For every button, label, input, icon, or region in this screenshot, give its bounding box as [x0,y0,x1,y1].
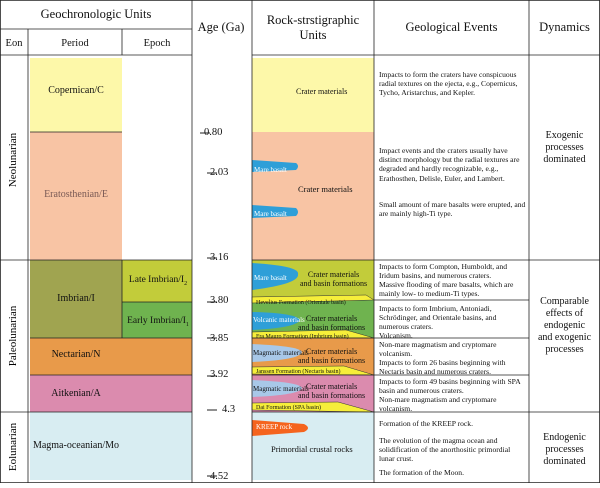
rock-copernican-fill [252,58,374,132]
rock-kreep: KREEP rock [256,423,293,431]
rock-eratosthenian-fill [252,132,374,260]
event-nectarian-magmatism: Non-mare magmatism and cryptomare volcan… [379,340,497,359]
rock-mare-basalt-1: Mare basalt [254,166,287,174]
rock-dai-formation: Dai Formation (SPA basin) [256,405,321,411]
magma-oceanian-fill [30,412,192,480]
event-nectarian-impacts: Impacts to form 26 basins beginning with… [379,358,506,377]
event-early-imbrian-volcanism: Volcanism. [379,331,413,340]
period-copernican: Copernican/C [48,85,104,96]
age-label-3.85: 3.85 [210,333,229,344]
event-moon-formation: The formation of the Moon. [379,468,464,477]
epoch-late-imbrian-subscript: 2 [184,280,188,287]
event-late-imbrian-flooding: Massive flooding of mare basalts, which … [379,280,514,299]
epoch-early-imbrian-subscript: 1 [185,321,189,328]
event-aitkenian-impacts: Impacts to form 49 basins beginning with… [379,377,521,396]
late-imbrian-fill [122,260,192,302]
kreep-lens [252,420,308,436]
magmatic-lens-2 [252,380,302,397]
age-label-3.16: 3.16 [210,252,229,263]
header-epoch: Epoch [143,38,171,49]
epoch-early-imbrian-label: Early Imbrian/I [127,316,186,326]
event-magma-ocean: The evolution of the magma ocean and sol… [379,436,511,464]
eon-label-eolunarian: Eolunarian [7,422,19,471]
rock-magmatic-materials-1: Magmatic materials [253,349,309,357]
rock-magmatic-materials-2: Magmatic materials [253,385,309,393]
imbrian-fill [30,260,122,338]
age-label-4.52: 4.52 [210,471,229,482]
event-aitkenian-magmatism: Non-mare magmatism and cryptomare volcan… [379,395,497,414]
age-label-3.80: 3.80 [210,295,229,306]
age-label-2.03: 2.03 [210,167,229,178]
dynamics-endogenic: Endogenic processes dominated [543,432,586,467]
age-label-4.3: 4.3 [222,404,236,415]
rock-mare-basalt-3: Mare basalt [254,274,287,282]
rock-crater-materials-copernican: Crater materials [296,87,348,96]
header-period: Period [61,38,89,49]
event-eratosthenian-impacts: Impact events and the craters usually ha… [379,146,520,183]
age-label-0.80: 0.80 [204,127,223,138]
header-eon: Eon [5,38,23,49]
period-eratosthenian: Eratosthenian/E [44,189,108,200]
dynamics-comparable: Comparable effects of endogenic and exog… [537,296,592,355]
aitkenian-fill [30,375,192,412]
rock-crater-basin-early-imbrian: Crater materials and basin formations [298,314,366,332]
rock-hevelius-formation: Hevelius Formation (Orientale basin) [256,300,346,306]
event-eratosthenian-mare: Small amount of mare basalts were erupte… [379,200,526,219]
epoch-early-imbrian: Early Imbrian/I1 [124,316,192,330]
dynamics-exogenic: Exogenic processes dominated [543,130,586,165]
event-early-imbrian-impacts: Impacts to form Imbrium, Antoniadi, Schr… [379,304,497,332]
rock-volcanic-materials: Volcanic materials [253,316,305,324]
early-imbrian-fill [122,302,192,338]
age-label-3.92: 3.92 [210,369,229,380]
mare-basalt-lens-2 [252,205,298,218]
eratosthenian-fill [30,132,122,260]
event-kreep-formation: Formation of the KREEP rock. [379,419,473,428]
header-geological-events: Geological Events [405,20,498,34]
period-aitkenian: Aitkenian/A [51,388,101,399]
rock-mare-basalt-2: Mare basalt [254,210,287,218]
header-geochronologic-units: Geochronologic Units [40,7,152,21]
rock-primordial-crustal: Primordial crustal rocks [271,444,353,454]
event-copernican-impacts: Impacts to form the craters have conspic… [379,70,518,98]
header-rock-units-line2: Units [299,28,327,42]
period-magma-oceanian: Magma-oceanian/Mo [32,440,120,451]
mare-basalt-lens-3 [252,263,299,290]
header-rock-units-line1: Rock-strstigraphic [266,13,360,27]
mare-basalt-lens-1 [252,160,298,172]
rock-janssen-formation: Janssen Formation (Nectaris basin) [256,369,341,375]
rock-fra-mauro-formation: Fra Mauro Formation (Imbrium basin) [256,334,349,340]
rock-crater-basin-nectarian: Crater materials and basin formations [298,347,366,365]
epoch-late-imbrian-label: Late Imbrian/I [128,275,185,285]
rock-crater-basin-late-imbrian: Crater materials and basin formations [300,270,368,288]
epoch-late-imbrian: Late Imbrian/I2 [124,275,192,289]
magmatic-lens-1 [252,344,302,362]
eon-label-paleolunarian: Paleolunarian [7,305,19,366]
volcanic-lens [252,312,300,330]
period-nectarian: Nectarian/N [51,349,101,360]
eon-label-neolunarian: Neolunarian [7,132,19,187]
period-imbrian: Imbrian/I [57,293,95,304]
rock-crater-materials-eratosthenian: Crater materials [298,184,353,194]
event-late-imbrian-impacts: Impacts to form Compton, Humboldt, and I… [379,262,508,281]
copernican-fill [30,58,122,132]
header-age: Age (Ga) [197,20,245,34]
nectarian-fill [30,338,192,375]
rock-crater-basin-aitkenian: Crater materials and basin formations [298,382,366,400]
header-dynamics: Dynamics [539,20,590,34]
